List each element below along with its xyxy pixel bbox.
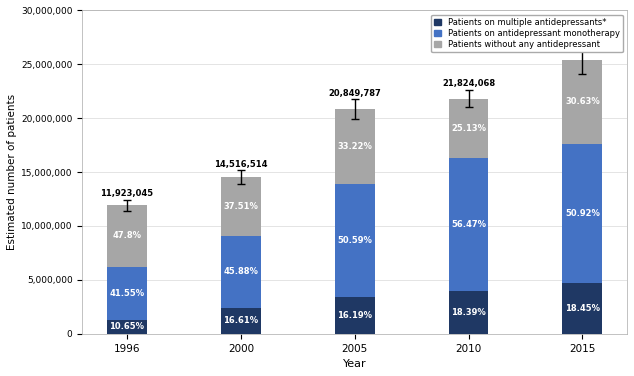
Text: 50.92%: 50.92% [565,209,600,218]
X-axis label: Year: Year [343,359,366,369]
Text: 10.65%: 10.65% [110,323,145,331]
Text: 25,434,188: 25,434,188 [556,35,609,44]
Text: 56.47%: 56.47% [451,220,486,229]
Text: 30.63%: 30.63% [565,97,600,106]
Bar [335,109,375,184]
Text: 25.13%: 25.13% [451,124,486,133]
Bar [449,99,488,158]
Text: 18.45%: 18.45% [565,304,600,313]
Text: 37.51%: 37.51% [223,202,258,211]
Bar [335,297,375,334]
Text: 14,516,514: 14,516,514 [214,160,268,169]
Text: 47.8%: 47.8% [112,232,141,241]
Bar [221,236,261,308]
Bar [107,320,147,334]
Bar [107,267,147,320]
Bar [562,283,602,334]
Text: 33.22%: 33.22% [337,142,372,151]
Bar [221,177,261,236]
Bar [449,158,488,291]
Legend: Patients on multiple antidepressants*, Patients on antidepressant monotherapy, P: Patients on multiple antidepressants*, P… [431,15,623,52]
Bar [562,144,602,283]
Text: 41.55%: 41.55% [110,289,145,298]
Text: 45.88%: 45.88% [223,267,258,276]
Bar [335,184,375,297]
Y-axis label: Estimated number of patients: Estimated number of patients [7,94,17,250]
Text: 20,849,787: 20,849,787 [328,89,381,98]
Bar [449,291,488,334]
Text: 21,824,068: 21,824,068 [442,79,495,88]
Text: 18.39%: 18.39% [451,308,486,317]
Text: 16.19%: 16.19% [337,311,372,320]
Bar [107,205,147,267]
Text: 50.59%: 50.59% [337,236,372,245]
Bar [562,60,602,144]
Bar [221,308,261,334]
Text: 11,923,045: 11,923,045 [100,189,153,198]
Text: 16.61%: 16.61% [223,316,259,325]
